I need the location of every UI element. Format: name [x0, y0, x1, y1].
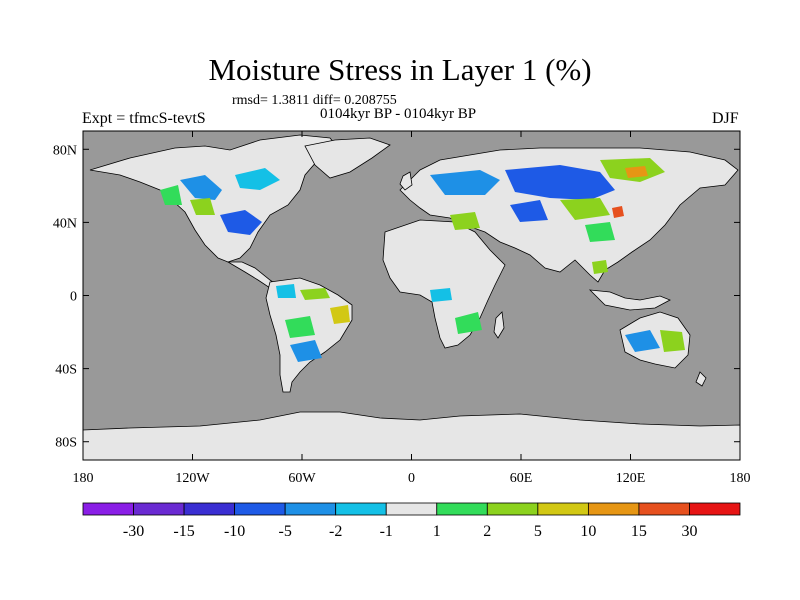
colorbar-swatch — [335, 502, 387, 516]
anomaly-patch — [190, 198, 215, 215]
colorbar-label: 2 — [483, 523, 491, 540]
colorbar-swatch — [82, 502, 134, 516]
colorbar-label: -1 — [380, 523, 393, 540]
colorbar-label: 10 — [580, 523, 596, 540]
greenland — [304, 137, 391, 179]
anomaly-patch — [430, 170, 500, 195]
y-tick-label: 40N — [53, 216, 77, 231]
anomaly-patch — [430, 288, 452, 302]
map-title: Moisture Stress in Layer 1 (%) — [208, 52, 592, 87]
colorbar-swatch — [234, 502, 286, 516]
period-label: 0104kyr BP - 0104kyr BP — [320, 106, 477, 122]
madagascar — [493, 311, 505, 339]
x-tick-label: 180 — [73, 471, 94, 486]
anomaly-patch — [450, 212, 480, 230]
anomaly-patch — [585, 222, 615, 242]
anomaly-patch — [625, 166, 648, 178]
anomaly-patch — [235, 168, 280, 190]
colorbar-label: -2 — [329, 523, 342, 540]
colorbar-swatch — [486, 502, 539, 516]
season-label: DJF — [712, 110, 739, 127]
x-tick-label: 120W — [175, 471, 210, 486]
colorbar-label: 15 — [631, 523, 647, 540]
x-tick-label: 120E — [616, 471, 646, 486]
indonesia — [588, 289, 671, 311]
anomaly-patch — [300, 288, 330, 300]
stats-line: rmsd= 1.3811 diff= 0.208755 — [232, 93, 397, 108]
colorbar-label: -15 — [173, 523, 194, 540]
new-zealand — [695, 371, 707, 387]
stress-anomaly-patches — [160, 158, 685, 362]
experiment-label: Expt = tfmcS-tevtS — [82, 110, 206, 127]
anomaly-patch — [285, 316, 315, 338]
colorbar-swatch — [183, 502, 236, 516]
anomaly-patch — [330, 305, 350, 324]
x-tick-label: 180 — [730, 471, 751, 486]
y-tick-label: 0 — [70, 290, 77, 305]
anomaly-patch — [510, 200, 548, 222]
anomaly-patch — [220, 210, 262, 235]
british-isles — [399, 171, 413, 191]
colorbar-swatch — [133, 502, 185, 516]
x-tick-label: 60E — [510, 471, 533, 486]
colorbar-swatch — [537, 502, 589, 516]
axis-ticks: 180 120W 60W 0 60E 120E 180 80N 40N 0 40S 80S — [53, 131, 751, 486]
anomaly-patch — [505, 165, 615, 200]
colorbar-swatch — [385, 502, 438, 516]
anomaly-patch — [592, 260, 608, 274]
colorbar-label: 1 — [433, 523, 441, 540]
anomaly-patch — [625, 330, 660, 352]
anomaly-patch — [290, 340, 322, 362]
colorbar-swatch — [689, 502, 741, 516]
x-tick-label: 60W — [288, 471, 316, 486]
anomaly-patch — [612, 206, 624, 218]
anomaly-patch — [180, 175, 222, 200]
colorbar-swatch — [284, 502, 337, 516]
y-tick-label: 80N — [53, 143, 77, 158]
anomaly-patch — [560, 198, 610, 220]
colorbar-label: -10 — [224, 523, 245, 540]
colorbar-label: 30 — [681, 523, 697, 540]
map-panel — [82, 130, 741, 461]
colorbar-swatch — [638, 502, 690, 516]
colorbar: -30 -15 -10 -5 -2 -1 1 2 5 10 15 30 — [82, 502, 741, 540]
anomaly-patch — [160, 185, 182, 205]
x-tick-label: 0 — [408, 471, 415, 486]
anomaly-patch — [455, 312, 482, 334]
colorbar-label: 5 — [534, 523, 542, 540]
anomaly-patch — [276, 284, 296, 298]
anomaly-patch — [660, 330, 685, 352]
colorbar-label: -5 — [278, 523, 291, 540]
colorbar-swatch — [587, 502, 640, 516]
y-tick-label: 40S — [55, 363, 77, 378]
colorbar-label: -30 — [123, 523, 144, 540]
colorbar-swatch — [436, 502, 488, 516]
y-tick-label: 80S — [55, 436, 77, 451]
